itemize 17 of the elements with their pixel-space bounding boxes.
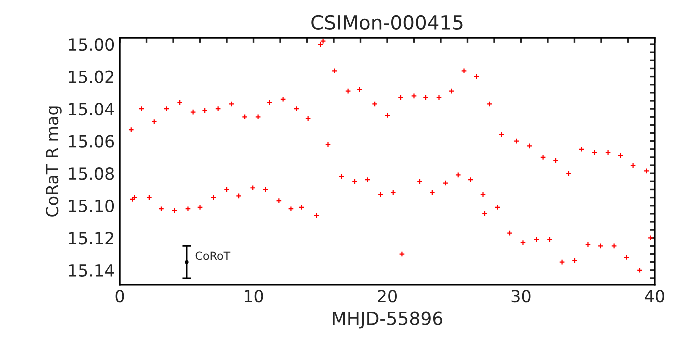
y-tick-label: 15.02 [69, 70, 114, 84]
y-tick-label: 15.06 [69, 135, 114, 148]
x-tick-label: 10 [244, 290, 264, 303]
x-axis-title: MHJD-55896 [333, 312, 443, 329]
y-tick-label: 15.12 [69, 232, 114, 245]
annotation: CoRoT [196, 252, 231, 260]
x-tick-label: 0 [116, 290, 124, 303]
y-tick-label: 15.10 [69, 200, 114, 212]
chart-title: CSIMon-000415 [312, 15, 463, 30]
y-tick-label: 15.04 [69, 103, 114, 116]
y-axis-title: CoRaT R mag [46, 106, 62, 217]
y-tick-label: 15.00 [69, 38, 114, 52]
x-tick-label: 20 [378, 290, 397, 303]
y-tick-label: 15.14 [69, 264, 114, 277]
y-tick-label: 15.08 [69, 168, 114, 180]
x-tick-label: 30 [512, 290, 531, 303]
x-tick-label: 40 [645, 290, 664, 303]
